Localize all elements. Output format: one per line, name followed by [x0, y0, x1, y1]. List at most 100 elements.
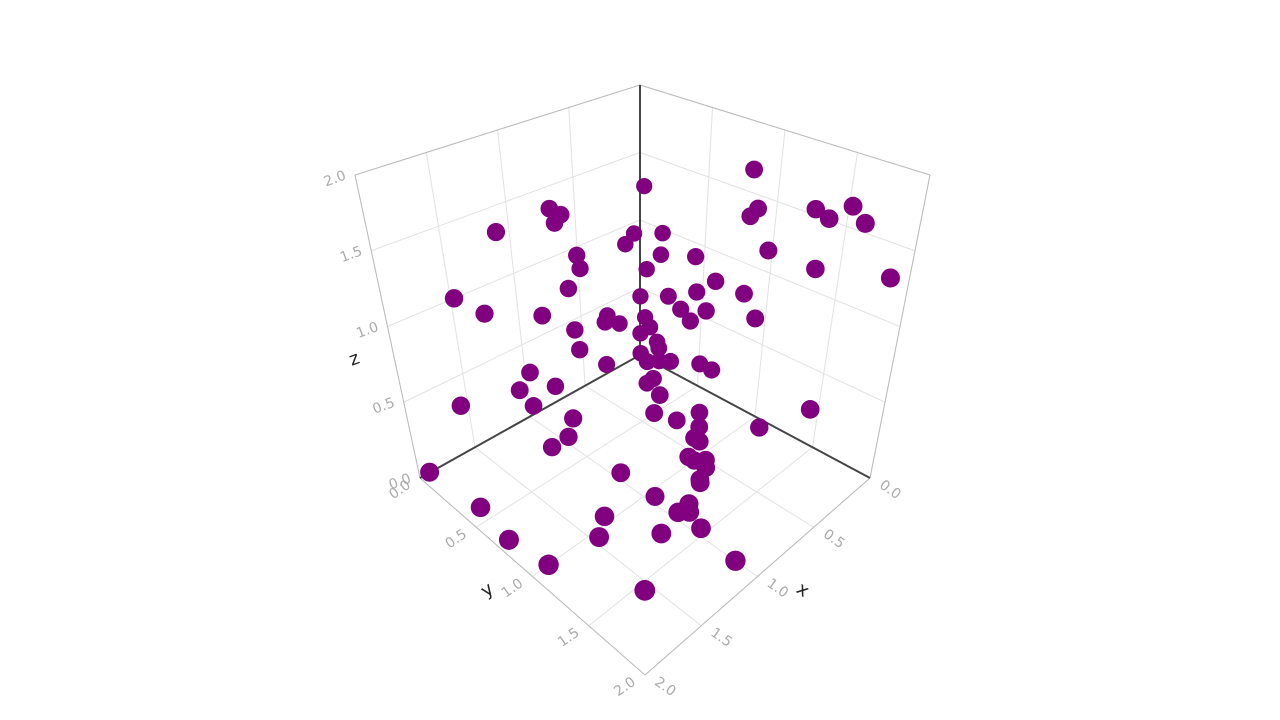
point [559, 279, 578, 298]
tick-labels: 0.00.51.01.52.00.00.51.01.52.00.00.51.01… [322, 168, 904, 700]
point [659, 287, 677, 305]
point [546, 377, 565, 396]
point [524, 397, 543, 415]
point [690, 470, 710, 489]
point [687, 248, 705, 266]
point [650, 339, 668, 357]
point [498, 529, 519, 550]
point [696, 450, 715, 470]
point [645, 486, 665, 506]
x-axis-title: x [792, 578, 813, 602]
grid-line [403, 287, 641, 403]
point [564, 409, 583, 428]
grid-line [532, 416, 756, 577]
point [645, 404, 664, 423]
point [470, 497, 491, 518]
point [636, 178, 653, 195]
point [679, 494, 699, 514]
point [444, 289, 464, 308]
point [759, 241, 778, 260]
point [800, 400, 820, 419]
point [571, 259, 589, 278]
point [688, 283, 706, 301]
point [806, 259, 825, 279]
tick-label: 0.5 [443, 526, 470, 552]
point [843, 196, 863, 216]
point [533, 306, 552, 325]
tick-label: 1.0 [764, 576, 791, 602]
frame-edge [639, 84, 931, 176]
tick-label: 0.0 [387, 471, 413, 494]
point [650, 386, 669, 404]
tick-label: 1.5 [338, 243, 364, 266]
point [703, 361, 721, 379]
point [638, 353, 656, 371]
point [510, 381, 529, 400]
grid-line [475, 385, 698, 528]
point [662, 352, 680, 370]
tick-label: 0.0 [876, 477, 903, 503]
point [475, 304, 494, 323]
point [691, 518, 711, 539]
point [486, 222, 506, 242]
point [644, 370, 662, 388]
point [420, 462, 440, 482]
point [880, 268, 901, 288]
point [611, 315, 628, 332]
point [559, 427, 578, 447]
point [651, 523, 672, 544]
tick-label: 2.0 [651, 674, 678, 700]
point [571, 340, 589, 359]
z-axis-title: z [346, 348, 362, 371]
grid-line [639, 219, 901, 327]
axes-frame [354, 84, 931, 676]
axis-line [419, 354, 641, 479]
point [566, 321, 584, 339]
point [451, 396, 471, 416]
point [745, 160, 764, 179]
point [654, 224, 671, 242]
point [697, 302, 715, 320]
point [538, 554, 559, 575]
point [725, 550, 746, 571]
points [420, 160, 901, 601]
point [568, 246, 586, 265]
frame-edge [869, 174, 931, 479]
point [632, 325, 649, 342]
point [542, 437, 562, 457]
tick-label: 0.5 [371, 395, 397, 418]
point [706, 272, 725, 291]
tick-label: 1.5 [555, 625, 582, 651]
point [589, 527, 610, 548]
point [611, 463, 631, 483]
point [638, 260, 655, 278]
point [690, 418, 709, 436]
point [741, 207, 760, 226]
grid-line [371, 152, 641, 252]
point [545, 214, 564, 232]
frame-edge [354, 84, 641, 176]
y-axis-title: y [477, 578, 498, 602]
tick-label: 0.5 [820, 526, 847, 552]
point [855, 213, 875, 233]
point [746, 309, 765, 328]
point [735, 284, 753, 303]
point [594, 506, 615, 527]
grid-line [639, 152, 916, 252]
tick-label: 1.5 [708, 625, 735, 651]
point [690, 432, 709, 451]
tick-label: 2.0 [322, 168, 348, 191]
tick-label: 1.0 [499, 576, 526, 602]
frame-edge [354, 174, 421, 479]
axis-line [639, 354, 871, 479]
frame-edge [419, 477, 646, 676]
frame-edge [644, 477, 871, 676]
point [634, 579, 656, 601]
point [690, 403, 709, 422]
point [806, 199, 826, 219]
point [819, 209, 839, 228]
point [598, 307, 616, 324]
point [636, 309, 654, 326]
